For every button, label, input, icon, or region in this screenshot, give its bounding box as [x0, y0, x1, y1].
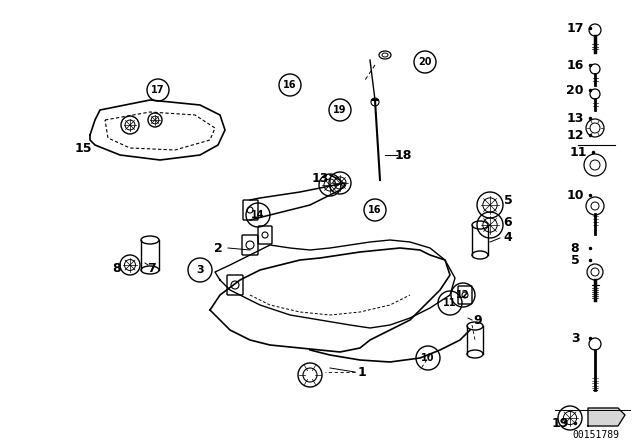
Text: 5: 5: [504, 194, 513, 207]
Text: 3: 3: [196, 265, 204, 275]
Text: 19: 19: [551, 417, 569, 430]
Text: 2: 2: [214, 241, 222, 254]
Text: 7: 7: [148, 262, 156, 275]
Text: 12: 12: [566, 129, 584, 142]
Text: 11: 11: [444, 298, 457, 308]
Text: 10: 10: [566, 189, 584, 202]
Text: 9: 9: [474, 314, 483, 327]
Text: 12: 12: [456, 290, 470, 300]
Text: 14: 14: [252, 210, 265, 220]
Text: 10: 10: [421, 353, 435, 363]
Text: 11: 11: [569, 146, 587, 159]
Text: 20: 20: [566, 83, 584, 96]
Text: 1: 1: [358, 366, 366, 379]
Text: 16: 16: [284, 80, 297, 90]
Text: 16: 16: [368, 205, 381, 215]
Text: 13: 13: [311, 172, 329, 185]
Text: 18: 18: [394, 148, 412, 161]
Text: 5: 5: [571, 254, 579, 267]
Text: 6: 6: [504, 215, 512, 228]
Text: 20: 20: [419, 57, 432, 67]
Text: 4: 4: [504, 231, 513, 244]
Polygon shape: [588, 408, 625, 426]
Text: 8: 8: [571, 241, 579, 254]
Text: 13: 13: [566, 112, 584, 125]
Text: 17: 17: [566, 22, 584, 34]
Text: 8: 8: [113, 262, 122, 275]
Text: 00151789: 00151789: [573, 430, 620, 440]
Text: 17: 17: [151, 85, 164, 95]
Text: 15: 15: [74, 142, 92, 155]
Text: 3: 3: [571, 332, 579, 345]
Text: 19: 19: [333, 105, 347, 115]
Text: 16: 16: [566, 59, 584, 72]
